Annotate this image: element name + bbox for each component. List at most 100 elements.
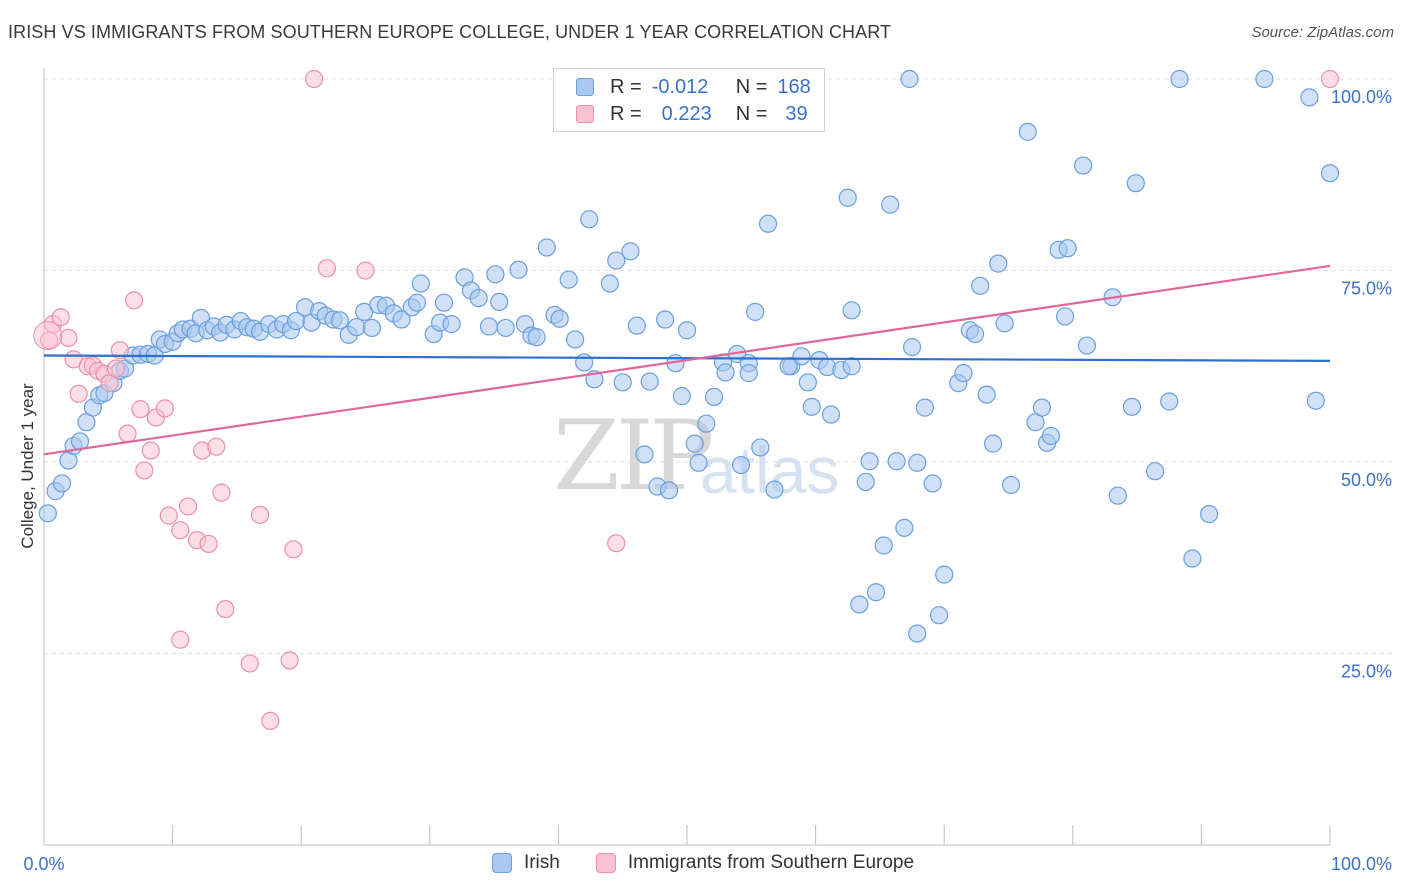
n-label: N = [735, 75, 768, 98]
irish-point [685, 434, 704, 453]
southern-point [159, 506, 178, 525]
irish-point [52, 474, 72, 493]
irish-point [613, 373, 632, 392]
irish-point [798, 373, 817, 392]
x-tick-label: 100.0% [1331, 854, 1392, 874]
irish-point [537, 238, 556, 257]
trend-lines [43, 264, 1331, 456]
y-tick-label: 75.0% [1341, 279, 1392, 299]
irish-n-value: 168 [777, 75, 811, 98]
irish-point [640, 372, 659, 391]
irish-point [908, 624, 927, 643]
southern-point [317, 259, 337, 278]
southern-r-value: 0.223 [661, 102, 712, 125]
legend-item-southern[interactable]: Immigrants from Southern Europe [595, 852, 915, 874]
southern-point [106, 359, 126, 378]
irish-point [881, 195, 900, 214]
x-tick-label: 0.0% [23, 854, 64, 874]
source-credit: Source: ZipAtlas.com [1251, 24, 1394, 41]
irish-point [1300, 88, 1319, 107]
southern-point [155, 399, 174, 418]
irish-point [802, 397, 821, 416]
irish-point [874, 536, 893, 555]
y-axis-title: College, Under 1 year [18, 383, 37, 549]
irish-point [838, 188, 857, 207]
southern-point [284, 540, 303, 559]
southern-point [59, 328, 78, 348]
irish-point [779, 357, 798, 376]
axes [43, 68, 1331, 846]
legend-row-southern: R = 0.223 N = 39 [576, 102, 808, 126]
irish-point [635, 445, 654, 464]
irish-point [860, 452, 879, 471]
irish-point [758, 214, 778, 233]
irish-point [1001, 475, 1021, 495]
irish-point [672, 387, 691, 406]
irish-point [362, 318, 382, 338]
legend-label-southern: Immigrants from Southern Europe [627, 852, 915, 873]
legend-row-irish: R = -0.012 N = 168 [576, 75, 811, 99]
irish-point [765, 480, 784, 499]
irish-point [792, 347, 811, 366]
southern-point [280, 651, 299, 670]
southern-point [51, 308, 70, 327]
irish-point [842, 301, 861, 320]
southern-trend-line [43, 264, 1331, 456]
irish-point [490, 292, 509, 312]
correlation-legend: R = -0.012 N = 168 R = 0.223 N = 39 [553, 68, 825, 132]
irish-point [983, 434, 1003, 453]
southern-point [304, 69, 324, 89]
series-southern-europe [33, 69, 1340, 731]
irish-point [1041, 426, 1061, 446]
chart-title: IRISH VS IMMIGRANTS FROM SOUTHERN EUROPE… [8, 22, 892, 42]
irish-point [442, 315, 461, 334]
irish-point [600, 274, 619, 293]
y-tick-label: 50.0% [1341, 470, 1392, 490]
southern-legend-icon [595, 853, 616, 873]
irish-point [751, 438, 770, 457]
irish-point [1126, 174, 1145, 193]
irish-point [1183, 549, 1202, 568]
irish-legend-icon [491, 853, 512, 873]
y-tick-label: 100.0% [1331, 87, 1392, 107]
axis-labels: 25.0% 50.0% 75.0% 100.0% 0.0% 100.0% College, … [18, 87, 1392, 874]
irish-point [821, 405, 841, 424]
southern-point [199, 534, 218, 554]
r-label: R = [610, 75, 642, 98]
irish-point [900, 69, 919, 89]
southern-point [171, 630, 190, 649]
r-label: R = [610, 102, 642, 125]
irish-point [704, 387, 724, 406]
southern-point [261, 711, 280, 731]
irish-point [559, 270, 578, 289]
southern-point [171, 521, 190, 540]
irish-point [989, 254, 1008, 273]
southern-point [33, 321, 63, 351]
irish-point [746, 302, 765, 321]
irish-point [509, 260, 528, 279]
irish-point [923, 474, 942, 493]
series-irish [38, 69, 1340, 643]
legend-item-irish[interactable]: Irish [491, 852, 560, 874]
southern-point [216, 599, 235, 619]
irish-point [527, 328, 546, 347]
irish-point [607, 251, 626, 270]
irish-point [1122, 397, 1142, 416]
southern-point [118, 424, 137, 443]
irish-point [621, 242, 640, 261]
irish-point [1108, 486, 1127, 505]
irish-swatch-icon [576, 78, 594, 96]
irish-point [566, 330, 585, 349]
irish-point [965, 324, 985, 344]
southern-point [1320, 69, 1340, 89]
irish-point [731, 455, 751, 475]
series-legend: Irish Immigrants from Southern Europe [0, 852, 1406, 874]
irish-point [954, 364, 973, 383]
southern-point [607, 534, 626, 553]
irish-point [902, 338, 922, 357]
irish-point [1255, 69, 1274, 89]
irish-point [469, 288, 488, 308]
southern-point [110, 341, 129, 360]
southern-point [240, 654, 259, 673]
southern-point [250, 505, 270, 524]
